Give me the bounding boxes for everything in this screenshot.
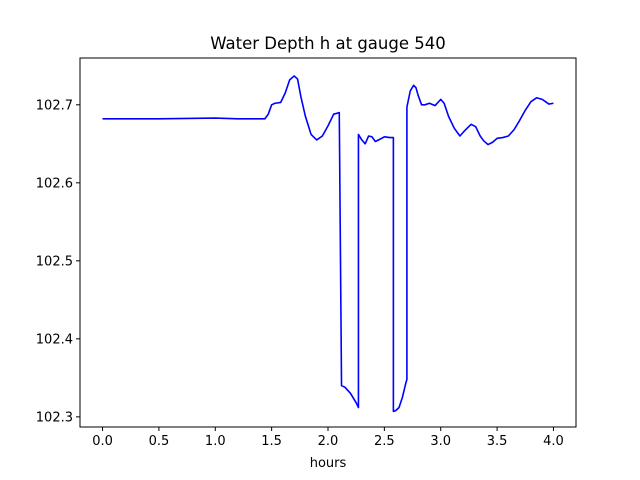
x-tick-label: 0.0 [92,434,113,449]
x-tick-label: 3.5 [487,434,508,449]
y-axis: 102.3 102.4 102.5 102.6 102.7 [36,98,80,425]
y-tick-label: 102.5 [36,254,73,269]
y-tick-label: 102.3 [36,410,73,425]
y-tick-label: 102.4 [36,332,73,347]
series-layer [102,75,554,413]
plot-frame [79,57,577,428]
chart-title: Water Depth h at gauge 540 [210,34,445,53]
x-tick-label: 1.0 [205,434,226,449]
x-axis: 0.0 0.5 1.0 1.5 2.0 2.5 3.0 3.5 4.0 [92,427,564,449]
x-tick-label: 4.0 [543,434,564,449]
y-tick-label: 102.7 [36,98,73,113]
series-line [102,75,554,413]
y-tick-label: 102.6 [36,176,73,191]
x-tick-label: 2.0 [318,434,339,449]
x-axis-label: hours [310,456,347,471]
plot-area [79,57,577,428]
x-tick-label: 2.5 [374,434,395,449]
x-tick-label: 1.5 [261,434,282,449]
x-tick-label: 3.0 [430,434,451,449]
x-tick-label: 0.5 [149,434,170,449]
